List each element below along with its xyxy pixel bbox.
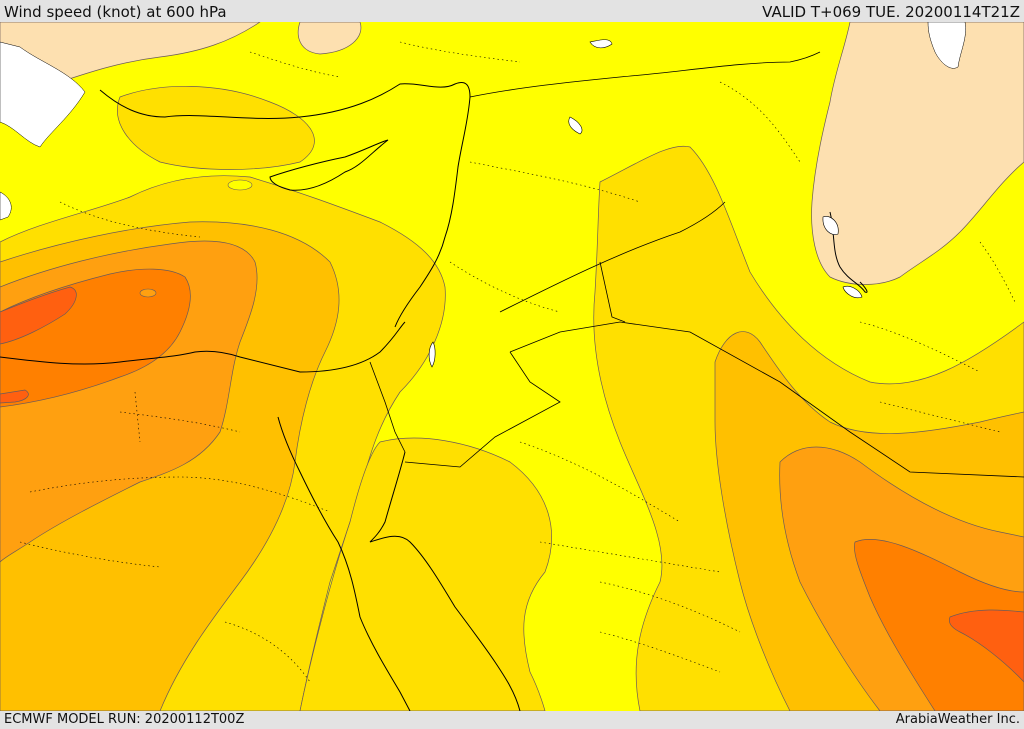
coastlines [0, 82, 868, 711]
admin-lines [19, 41, 1016, 683]
band-light-east [811, 22, 1024, 285]
band-red-orange-west [0, 286, 77, 345]
band-gold-south [299, 437, 552, 711]
dead-sea [428, 341, 436, 368]
lake-assad [568, 116, 583, 135]
map-title: Wind speed (knot) at 600 hPa [4, 3, 227, 21]
map-canvas [0, 22, 1024, 711]
borders [369, 51, 1024, 478]
band-dark-orange-spot [0, 389, 29, 404]
valid-time: VALID T+069 TUE. 20200114T21Z [762, 3, 1020, 21]
band-pocket-2 [227, 179, 253, 191]
band-gold-north [117, 85, 315, 170]
band-dark-orange-east [854, 538, 1024, 711]
band-pocket-1 [139, 288, 157, 298]
lake-north [589, 39, 613, 49]
model-run: ECMWF MODEL RUN: 20200112T00Z [4, 712, 245, 727]
wind-speed-map[interactable] [0, 22, 1024, 711]
band-light-island [297, 22, 362, 55]
white-patch-caspian [927, 22, 966, 69]
gulf-island [822, 216, 839, 235]
map-header: Wind speed (knot) at 600 hPa VALID T+069… [0, 0, 1024, 22]
white-patch-aegean [0, 41, 86, 148]
band-red-orange-east [948, 609, 1024, 683]
gulf-island-2 [842, 285, 863, 299]
map-footer: ECMWF MODEL RUN: 20200112T00Z ArabiaWeat… [0, 711, 1024, 729]
white-patch-west [0, 191, 12, 221]
credit-label: ArabiaWeather Inc. [895, 712, 1020, 727]
